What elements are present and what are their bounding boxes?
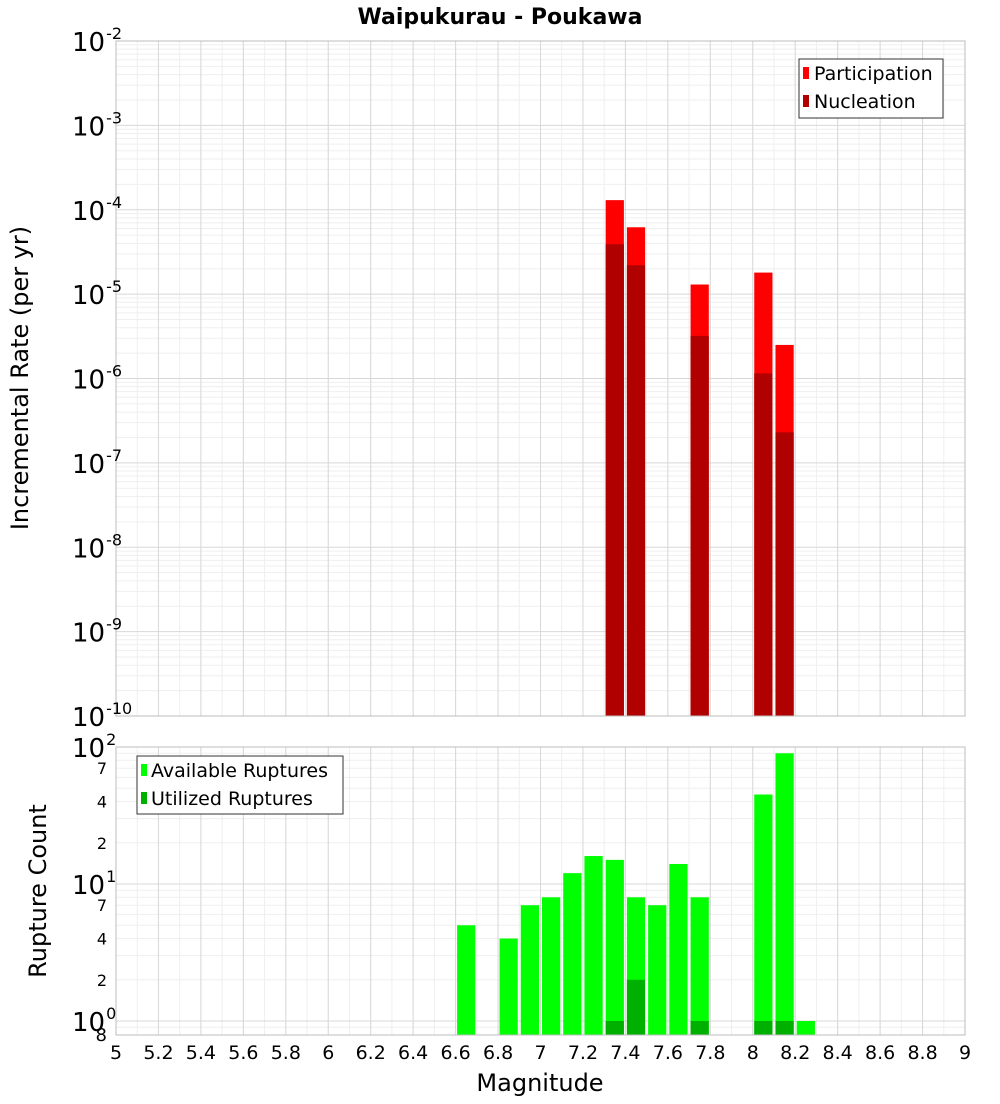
available-ruptures-bar — [796, 1021, 815, 1035]
utilized-ruptures-bar — [690, 1021, 709, 1035]
rate-y-tick-label: 10-7 — [72, 446, 122, 480]
x-tick-label: 8.6 — [865, 1042, 895, 1064]
count-legend: Available Ruptures Utilized Ruptures — [136, 755, 344, 815]
rate-y-tick-label: 10-8 — [72, 530, 122, 564]
x-tick-label: 8.8 — [907, 1042, 937, 1064]
available-ruptures-bar — [499, 938, 518, 1035]
available-ruptures-bar — [775, 753, 794, 1035]
x-tick-label: 9 — [959, 1042, 971, 1064]
count-plot-frame — [115, 746, 966, 1036]
nucleation-bar — [775, 432, 794, 716]
utilized-legend-swatch — [141, 792, 147, 804]
rate-y-tick-label: 10-9 — [72, 615, 122, 649]
x-tick-label: 7.4 — [610, 1042, 640, 1064]
rate-y-tick-label: 10-4 — [72, 193, 122, 227]
x-tick-label: 8.4 — [823, 1042, 853, 1064]
nucleation-bar — [605, 244, 624, 717]
count-y-minor-label: 2 — [97, 834, 107, 853]
count-y-minor-label: 2 — [97, 971, 107, 990]
utilized-ruptures-bar — [775, 1021, 794, 1035]
rate-legend-box — [798, 58, 944, 119]
nucleation-legend-swatch — [803, 95, 809, 107]
utilized-legend-label: Utilized Ruptures — [151, 788, 313, 810]
x-axis-label: Magnitude — [476, 1069, 603, 1097]
available-ruptures-bar — [563, 873, 582, 1035]
x-tick-label: 7.2 — [568, 1042, 598, 1064]
rate-y-tick-label: 10-3 — [72, 108, 122, 142]
rate-legend: Participation Nucleation — [798, 58, 944, 119]
rate-y-tick-label: 10-10 — [72, 699, 132, 733]
x-tick-label: 7 — [534, 1042, 546, 1064]
count-y-minor-label: 4 — [97, 930, 107, 949]
count-y-minor-label: 8 — [96, 1025, 107, 1046]
available-ruptures-bar — [584, 856, 603, 1035]
count-y-axis-label: Rupture Count — [24, 804, 52, 978]
x-tick-label: 6.6 — [440, 1042, 470, 1064]
available-ruptures-bar — [520, 905, 539, 1035]
nucleation-bar — [754, 373, 773, 716]
x-tick-label: 7.6 — [653, 1042, 683, 1064]
rate-y-tick-label: 10-2 — [72, 24, 122, 58]
available-ruptures-bar — [669, 863, 688, 1035]
available-ruptures-bar — [754, 794, 773, 1035]
x-tick-label: 5 — [110, 1042, 122, 1064]
nucleation-bar — [690, 335, 709, 716]
count-y-minor-label: 7 — [97, 759, 107, 778]
x-tick-label: 5.6 — [228, 1042, 258, 1064]
count-y-tick-label: 102 — [72, 730, 116, 764]
available-ruptures-bar — [690, 897, 709, 1035]
x-tick-label: 8 — [747, 1042, 759, 1064]
nucleation-bar — [626, 265, 646, 716]
rate-y-tick-label: 10-6 — [72, 362, 122, 396]
utilized-ruptures-bar — [626, 979, 646, 1035]
x-tick-label: 6.4 — [398, 1042, 428, 1064]
x-tick-label: 8.2 — [780, 1042, 810, 1064]
participation-legend-label: Participation — [814, 63, 933, 85]
x-tick-label: 5.8 — [271, 1042, 301, 1064]
x-tick-label: 6.2 — [356, 1042, 386, 1064]
rate-plot-panel: 10-10 10-9 10-8 10-7 10-6 10-5 10-4 10-3 10-2 Par… — [72, 24, 966, 733]
count-y-tick-label: 101 — [72, 867, 116, 901]
available-ruptures-bar — [542, 897, 561, 1035]
available-legend-swatch — [141, 764, 147, 776]
available-ruptures-bar — [457, 925, 476, 1035]
x-tick-label: 7.8 — [695, 1042, 725, 1064]
utilized-ruptures-bar — [605, 1021, 624, 1035]
rate-plot-frame — [115, 40, 966, 717]
utilized-ruptures-bar — [754, 1021, 773, 1035]
available-legend-label: Available Ruptures — [151, 760, 328, 782]
count-y-minor-label: 7 — [97, 896, 107, 915]
count-legend-box — [136, 755, 344, 815]
participation-legend-swatch — [803, 67, 809, 79]
available-ruptures-bar — [605, 859, 624, 1035]
rate-y-tick-label: 10-5 — [72, 277, 122, 311]
count-y-tick-label: 100 — [72, 1004, 116, 1038]
chart-title: Waipukurau - Poukawa — [358, 5, 643, 30]
rate-y-axis-label: Incremental Rate (per yr) — [6, 226, 34, 530]
x-tick-label: 5.4 — [186, 1042, 216, 1064]
x-tick-label: 6.8 — [483, 1042, 513, 1064]
x-tick-label: 5.2 — [143, 1042, 173, 1064]
available-ruptures-bar — [648, 905, 667, 1035]
nucleation-legend-label: Nucleation — [814, 91, 916, 113]
count-y-minor-label: 4 — [97, 793, 107, 812]
x-tick-label: 6 — [322, 1042, 334, 1064]
